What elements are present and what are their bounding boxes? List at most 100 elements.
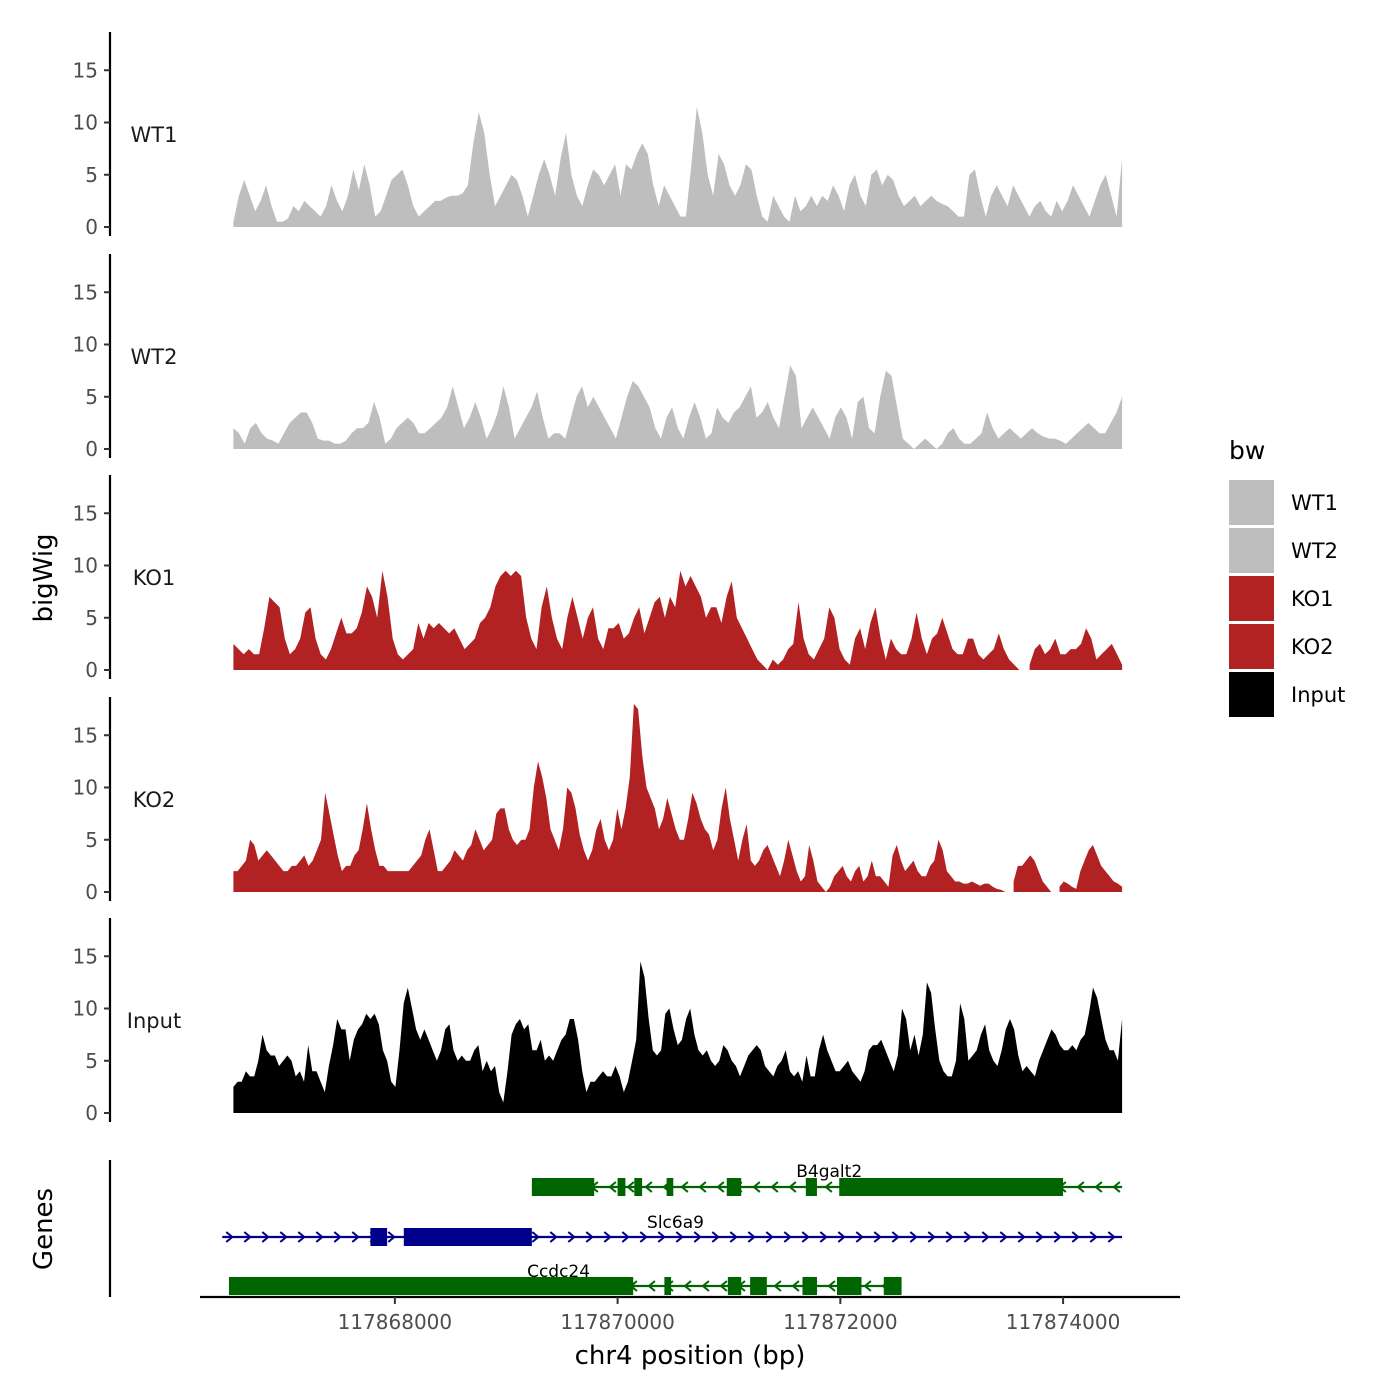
y-tick-label: 0	[85, 880, 98, 904]
strand-arrow-icon	[603, 1231, 612, 1243]
coverage-area-wt2	[233, 365, 1123, 449]
x-axis: 117868000 117870000 117872000 117874000	[200, 1295, 1180, 1334]
x-tick-label: 117872000	[783, 1310, 898, 1334]
y-tick-label: 5	[85, 828, 98, 852]
track-label: WT1	[131, 123, 178, 147]
gene-exon	[228, 1277, 634, 1295]
strand-arrow-icon	[1071, 1231, 1080, 1243]
strand-arrow-icon	[981, 1231, 990, 1243]
strand-arrow-icon	[585, 1231, 594, 1243]
strand-arrow-icon	[1017, 1231, 1026, 1243]
strand-arrow-icon	[770, 1181, 779, 1193]
strand-arrow-icon	[824, 1181, 833, 1193]
y-tick-label: 15	[73, 944, 98, 968]
strand-arrow-icon	[873, 1231, 882, 1243]
strand-arrow-icon	[855, 1231, 864, 1243]
coverage-area-ko2	[1059, 845, 1123, 892]
legend-swatch-ko1	[1229, 576, 1274, 621]
y-tick-label: 0	[85, 215, 98, 239]
y-tick-label: 5	[85, 606, 98, 630]
strand-arrow-icon	[827, 1280, 836, 1292]
gene-exon	[839, 1178, 1064, 1196]
y-tick-label: 10	[73, 111, 98, 135]
gene-exon	[805, 1178, 817, 1196]
gene-exon	[666, 1178, 674, 1196]
strand-arrow-icon	[297, 1231, 306, 1243]
strand-arrow-icon	[644, 1181, 653, 1193]
strand-arrow-icon	[711, 1231, 720, 1243]
strand-arrow-icon	[837, 1231, 846, 1243]
genes-track: B4galt2 Slc6a9 Ccdc24	[108, 1160, 1123, 1297]
x-axis-title: chr4 position (bp)	[575, 1341, 806, 1371]
track-wt2: 0 5 10 15 WT2	[73, 254, 1123, 461]
x-tick-label: 117868000	[338, 1310, 453, 1334]
strand-arrow-icon	[1112, 1181, 1121, 1193]
strand-arrow-icon	[945, 1231, 954, 1243]
strand-arrow-icon	[773, 1280, 782, 1292]
gene-exon	[727, 1277, 742, 1295]
legend-label-wt2: WT2	[1291, 539, 1338, 563]
gene-exon	[837, 1277, 862, 1295]
strand-arrow-icon	[647, 1280, 656, 1292]
legend-label-input: Input	[1291, 683, 1345, 707]
coverage-area-ko2	[1013, 855, 1052, 892]
y-tick-label: 5	[85, 163, 98, 187]
strand-arrow-icon	[675, 1231, 684, 1243]
strand-arrow-icon	[639, 1231, 648, 1243]
y-tick-label: 0	[85, 437, 98, 461]
strand-arrow-icon	[1053, 1231, 1062, 1243]
strand-arrow-icon	[716, 1181, 725, 1193]
gene-label: Slc6a9	[647, 1213, 704, 1233]
track-input: 0 5 10 15 Input	[73, 918, 1123, 1125]
strand-arrow-icon	[621, 1231, 630, 1243]
y-tick-label: 15	[73, 280, 98, 304]
strand-arrow-icon	[683, 1280, 692, 1292]
track-label: Input	[127, 1009, 181, 1033]
y-tick-label: 10	[73, 554, 98, 578]
strand-arrow-icon	[567, 1231, 576, 1243]
strand-arrow-icon	[999, 1231, 1008, 1243]
strand-arrow-icon	[315, 1231, 324, 1243]
strand-arrow-icon	[680, 1181, 689, 1193]
y-tick-label: 0	[85, 1101, 98, 1125]
legend-label-ko1: KO1	[1291, 587, 1334, 611]
strand-arrow-icon	[752, 1181, 761, 1193]
strand-arrow-icon	[531, 1231, 540, 1243]
y-tick-label: 15	[73, 723, 98, 747]
gene-b4galt2: B4galt2	[531, 1162, 1123, 1196]
track-label: WT2	[131, 345, 178, 369]
strand-arrow-icon	[863, 1280, 872, 1292]
strand-arrow-icon	[729, 1231, 738, 1243]
strand-arrow-icon	[819, 1231, 828, 1243]
strand-arrow-icon	[788, 1181, 797, 1193]
track-ko2: 0 5 10 15 KO2	[73, 697, 1123, 904]
strand-arrow-icon	[719, 1280, 728, 1292]
gene-ccdc24: Ccdc24	[228, 1262, 902, 1295]
strand-arrow-icon	[279, 1231, 288, 1243]
gene-exon	[617, 1178, 626, 1196]
coverage-area-wt1	[233, 106, 1123, 227]
strand-arrow-icon	[626, 1181, 635, 1193]
gene-exon	[802, 1277, 817, 1295]
strand-arrow-icon	[701, 1280, 710, 1292]
strand-arrow-icon	[351, 1231, 360, 1243]
track-label: KO1	[133, 566, 176, 590]
gene-exon	[664, 1277, 672, 1295]
y-tick-label: 10	[73, 333, 98, 357]
strand-arrow-icon	[693, 1231, 702, 1243]
legend-label-wt1: WT1	[1291, 491, 1338, 515]
legend: bw WT1 WT2 KO1 KO2 Input	[1229, 436, 1345, 717]
strand-arrow-icon	[783, 1231, 792, 1243]
strand-arrow-icon	[387, 1231, 396, 1243]
gene-label: B4galt2	[796, 1162, 862, 1182]
coverage-area-input	[233, 961, 1123, 1113]
strand-arrow-icon	[765, 1231, 774, 1243]
y-tick-label: 10	[73, 997, 98, 1021]
strand-arrow-icon	[243, 1231, 252, 1243]
strand-arrow-icon	[1107, 1231, 1116, 1243]
strand-arrow-icon	[608, 1181, 617, 1193]
genes-axis-title: Genes	[29, 1188, 59, 1270]
strand-arrow-icon	[261, 1231, 270, 1243]
x-tick-label: 117874000	[1006, 1310, 1121, 1334]
coverage-area-ko2	[233, 703, 1006, 892]
